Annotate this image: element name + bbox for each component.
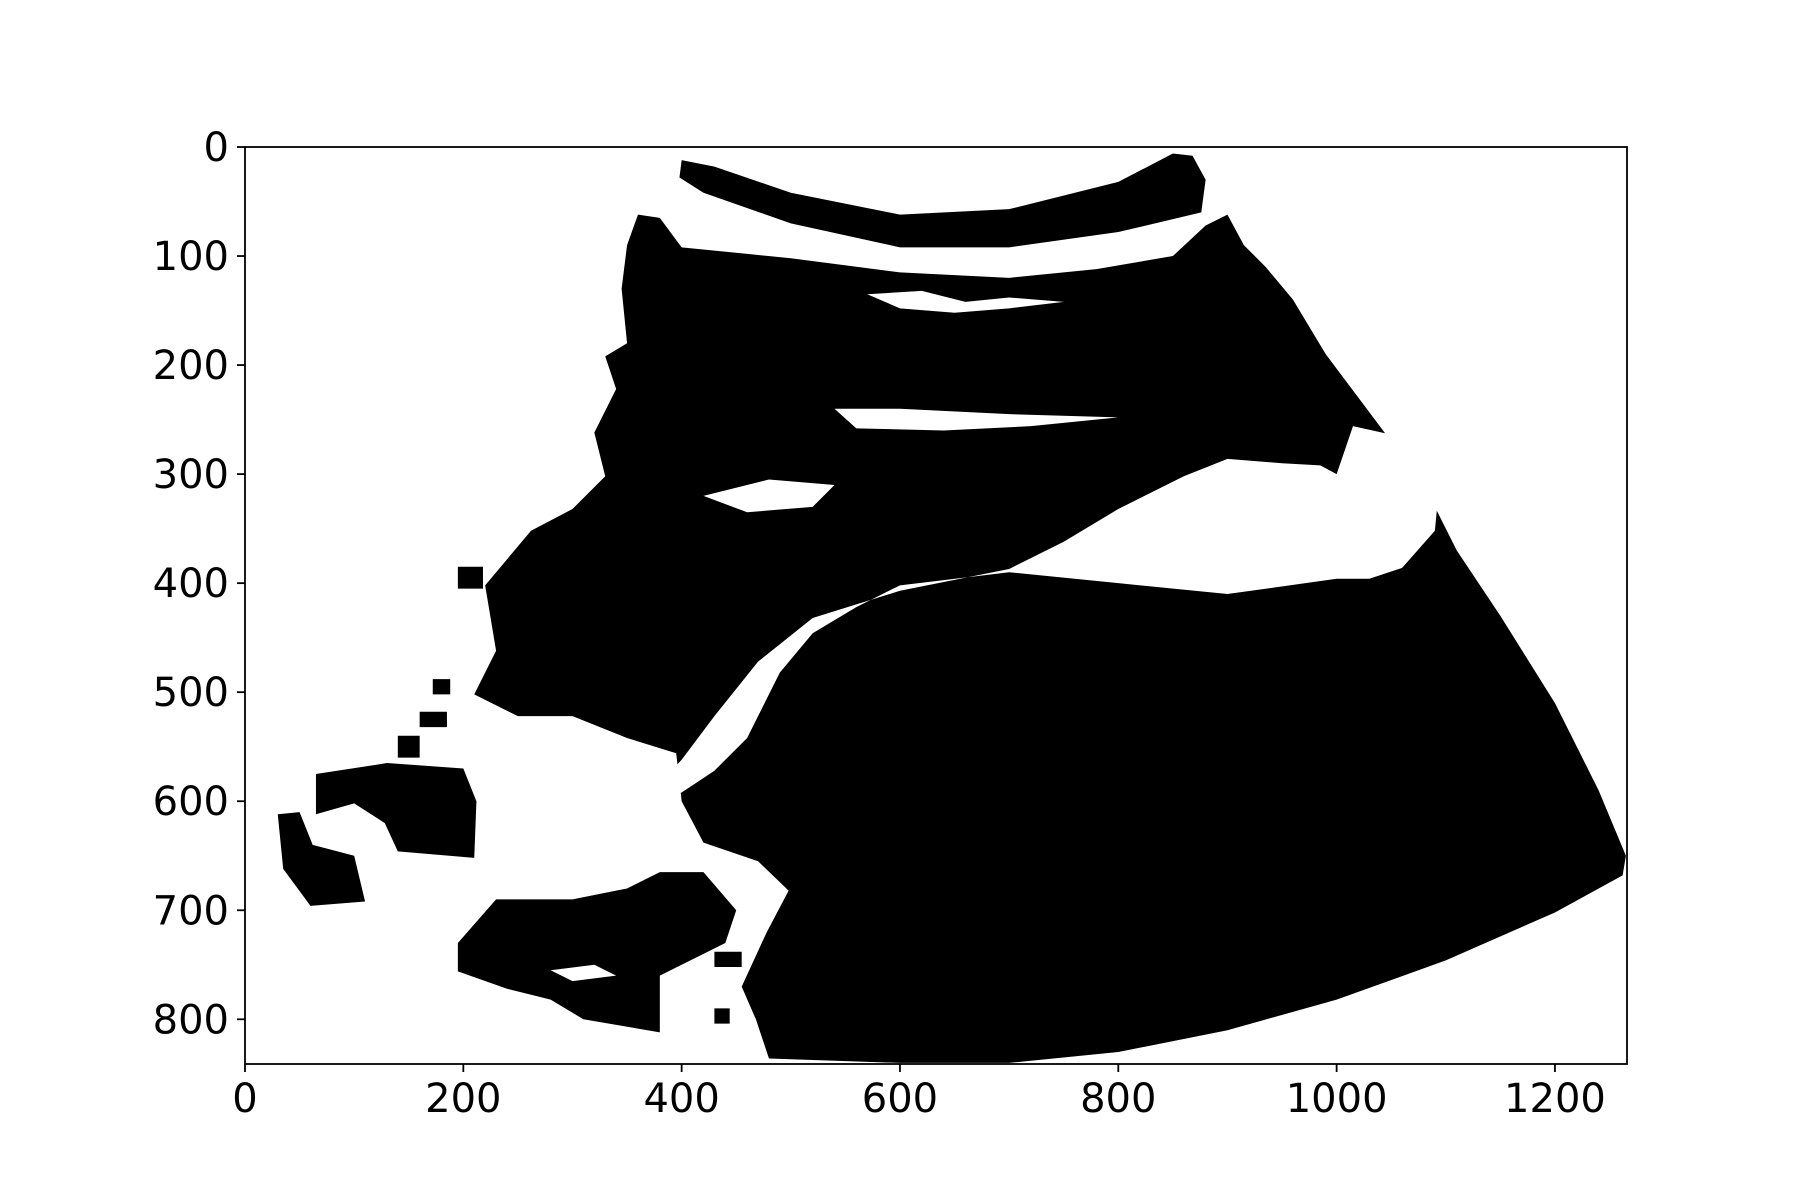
mask-gap <box>867 290 1064 313</box>
mask-region <box>277 812 366 906</box>
y-tick-label: 200 <box>153 343 229 389</box>
x-tick-label: 0 <box>232 1076 257 1122</box>
x-tick-label: 400 <box>643 1076 719 1122</box>
y-tick-label: 400 <box>153 561 229 607</box>
x-tick-label: 800 <box>1080 1076 1156 1122</box>
mask-region <box>679 153 1206 248</box>
mask-region <box>315 763 477 858</box>
y-tick-label: 300 <box>153 452 229 498</box>
y-tick-label: 0 <box>204 125 229 171</box>
y-tick-label: 500 <box>153 670 229 716</box>
x-tick-label: 1200 <box>1504 1076 1606 1122</box>
mask-region <box>457 872 737 1033</box>
mask-foreground <box>277 153 1626 1063</box>
x-tick-label: 200 <box>425 1076 501 1122</box>
mask-region <box>474 214 1626 1063</box>
mask-gap <box>572 426 1441 845</box>
mask-image <box>277 153 1626 1063</box>
y-tick-label: 800 <box>153 997 229 1043</box>
mask-gap <box>550 964 617 982</box>
x-tick-label: 1000 <box>1286 1076 1388 1122</box>
y-tick-label: 700 <box>153 888 229 934</box>
mask-gap <box>834 408 1119 431</box>
y-tick-label: 600 <box>153 779 229 825</box>
y-tick-label: 100 <box>153 234 229 280</box>
axes-frame <box>244 146 1628 1065</box>
mask-gap <box>1336 495 1381 527</box>
x-tick-label: 600 <box>862 1076 938 1122</box>
